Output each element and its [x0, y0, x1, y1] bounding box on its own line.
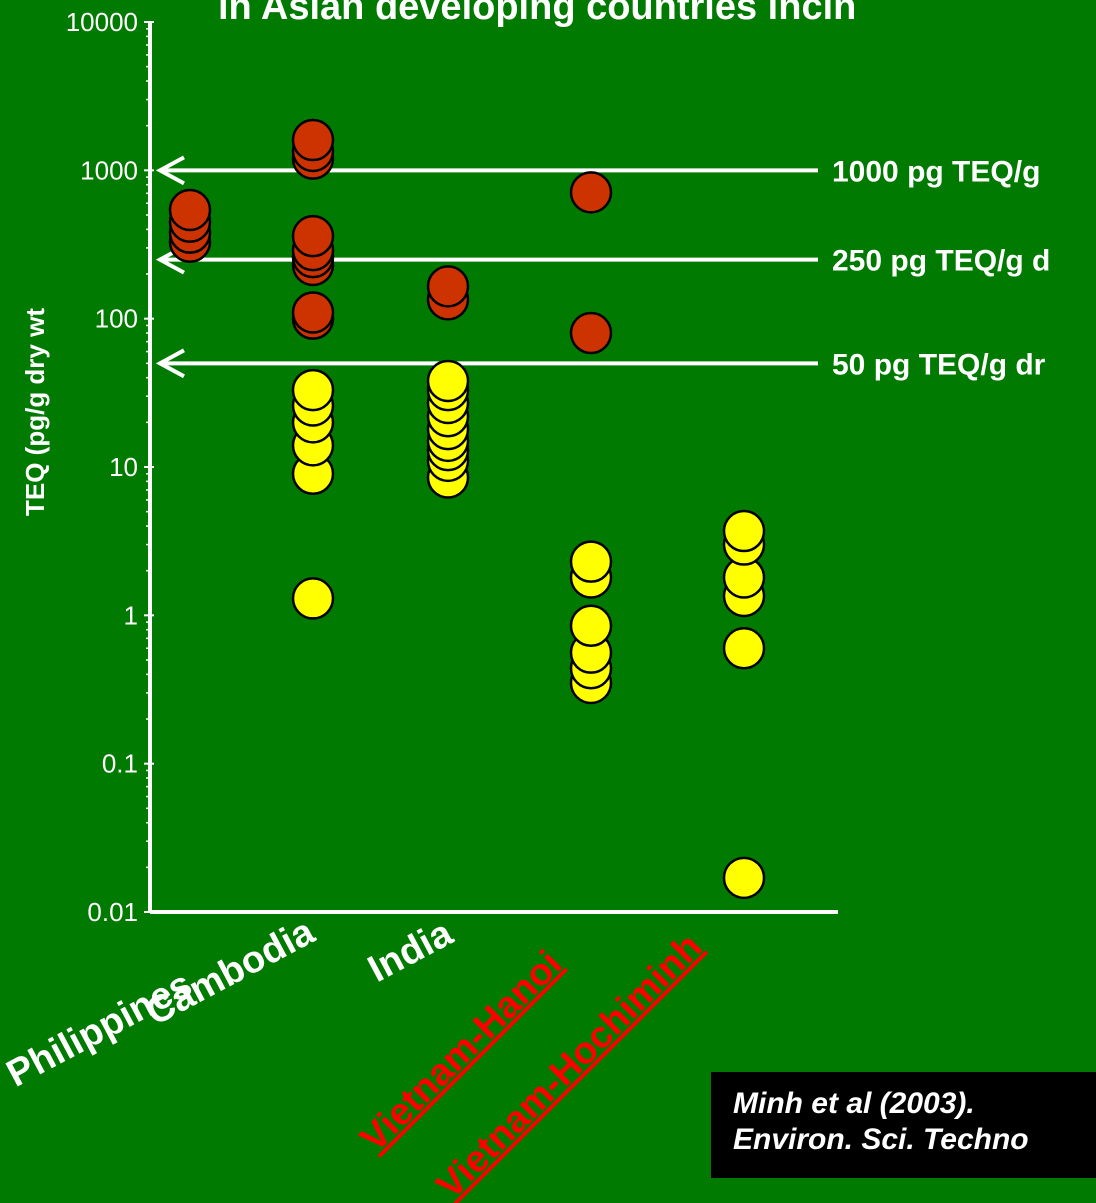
data-point — [569, 540, 613, 583]
data-point — [722, 856, 766, 900]
data-point — [291, 291, 335, 334]
data-point — [291, 214, 335, 258]
citation-box: Minh et al (2003). Environ. Sci. Techno — [711, 1072, 1096, 1178]
chart-title: in Asian developing countries incin — [218, 0, 857, 28]
reference-line-label: 1000 pg TEQ/g — [832, 155, 1040, 188]
y-tick-label: 1000 — [80, 155, 138, 185]
data-point — [168, 188, 212, 232]
y-tick-label: 10 — [109, 452, 138, 482]
citation-line-2: Environ. Sci. Techno — [733, 1123, 1029, 1156]
reference-arrow-head — [155, 348, 185, 379]
data-point — [569, 604, 613, 648]
citation-line-1: Minh et al (2003). — [733, 1087, 975, 1120]
y-tick-label: 100 — [95, 304, 138, 334]
y-tick-label: 0.01 — [87, 897, 138, 927]
y-tick-label: 10000 — [66, 7, 138, 37]
data-point — [426, 265, 470, 308]
reference-line-label: 250 pg TEQ/g d — [832, 245, 1050, 278]
reference-line-label: 50 pg TEQ/g dr — [832, 348, 1046, 381]
data-point — [722, 509, 766, 553]
y-axis-label: TEQ (pg/g dry wt — [20, 308, 50, 516]
data-point — [722, 626, 766, 670]
x-category-label: India — [361, 912, 460, 991]
data-point — [426, 359, 470, 403]
y-tick-label: 1 — [124, 600, 138, 630]
data-point — [291, 118, 335, 162]
y-tick-label: 0.1 — [102, 749, 138, 779]
data-point — [569, 311, 613, 355]
data-point — [291, 368, 335, 412]
data-point — [291, 577, 335, 620]
reference-arrow-head — [155, 155, 185, 186]
data-point — [569, 171, 613, 214]
